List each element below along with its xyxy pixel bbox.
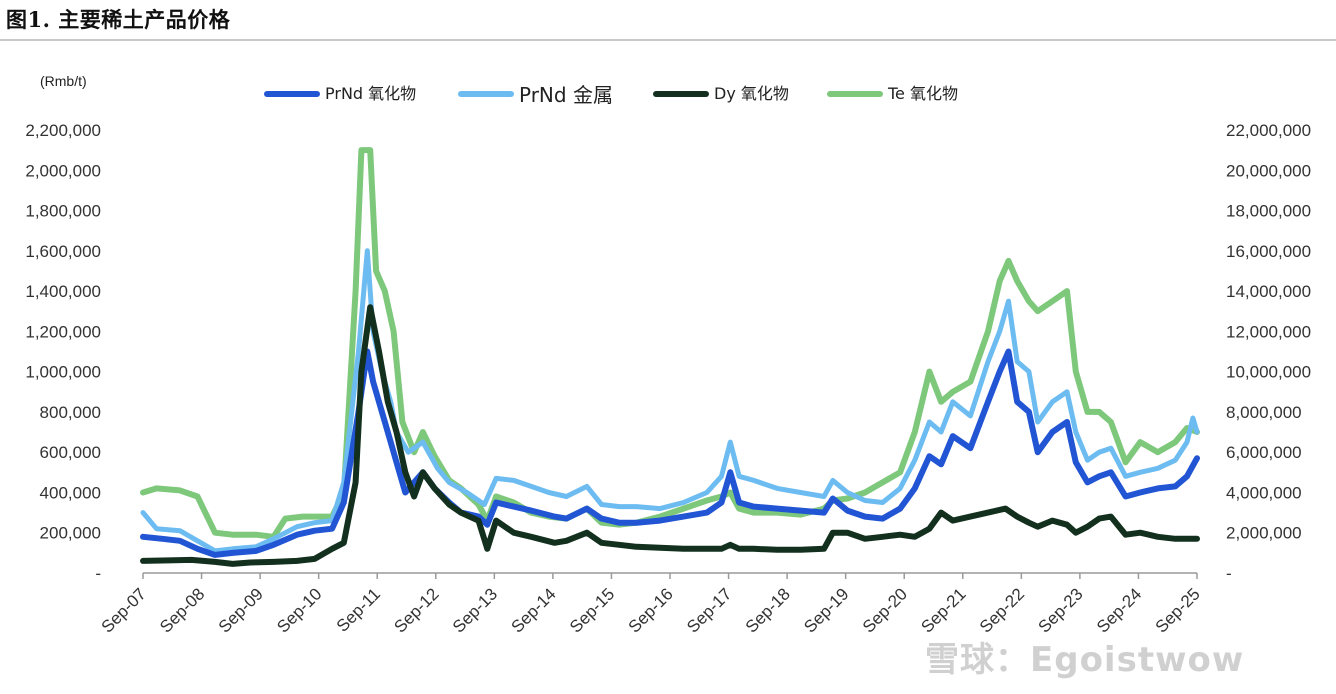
x-tick-label: Sep-14	[508, 584, 560, 636]
y-right-tick-label: 14,000,000	[1226, 282, 1311, 301]
y-right-tick-label: 16,000,000	[1226, 242, 1311, 261]
legend: PrNd 氧化物 PrNd 金属 Dy 氧化物 Te 氧化物	[264, 83, 958, 107]
x-tick-label: Sep-09	[215, 584, 267, 636]
series-line-1	[140, 248, 1200, 554]
legend-label: Dy 氧化物	[714, 84, 789, 103]
y-left-tick-label: 1,200,000	[25, 322, 101, 341]
x-tick-label: Sep-23	[1035, 584, 1087, 636]
y-left-tick-label: 600,000	[40, 443, 101, 462]
x-tick-label: Sep-24	[1093, 584, 1145, 636]
y-left-tick-label: -	[95, 564, 101, 583]
y-right-tick-label: 8,000,000	[1226, 403, 1302, 422]
y-right-tick-label: 6,000,000	[1226, 443, 1302, 462]
y-left-tick-label: 200,000	[40, 524, 101, 543]
y-right-tick-label: 10,000,000	[1226, 363, 1311, 382]
x-tick-label: Sep-16	[625, 584, 677, 636]
legend-label: PrNd 金属	[519, 83, 613, 107]
y-right-tick-label: 2,000,000	[1226, 524, 1302, 543]
x-tick-label: Sep-25	[1152, 584, 1204, 636]
y-right-tick-label: -	[1226, 564, 1232, 583]
y-left-tick-label: 1,000,000	[25, 363, 101, 382]
y-right-tick-label: 18,000,000	[1226, 202, 1311, 221]
x-tick-label: Sep-19	[800, 584, 852, 636]
unit-label: (Rmb/t)	[40, 73, 87, 89]
y-left-tick-label: 1,400,000	[25, 282, 101, 301]
x-tick-label: Sep-13	[449, 584, 501, 636]
y-right-tick-label: 4,000,000	[1226, 483, 1302, 502]
y-axis-right: - 2,000,000 4,000,000 6,000,000 8,000,000 10,…	[1226, 121, 1311, 583]
y-left-tick-label: 2,200,000	[25, 121, 101, 140]
y-right-tick-label: 12,000,000	[1226, 322, 1311, 341]
series-line-3	[140, 147, 1200, 540]
series-lines	[140, 147, 1200, 567]
legend-label: PrNd 氧化物	[325, 84, 416, 103]
watermark-text: 雪球：Egoistwow	[925, 640, 1245, 680]
x-tick-label: Sep-22	[976, 584, 1028, 636]
legend-label: Te 氧化物	[887, 84, 958, 103]
x-tick-label: Sep-10	[273, 584, 325, 636]
x-tick-label: Sep-18	[742, 584, 794, 636]
x-tick-label: Sep-08	[156, 584, 208, 636]
y-right-tick-label: 20,000,000	[1226, 161, 1311, 180]
x-tick-label: Sep-12	[390, 584, 442, 636]
x-tick-label: Sep-21	[917, 584, 969, 636]
title-divider	[0, 39, 1336, 41]
y-axis-left: - 200,000 400,000 600,000 800,000 1,000,000 1,…	[25, 121, 101, 583]
x-tick-label: Sep-17	[683, 584, 735, 636]
x-tick-label: Sep-11	[333, 584, 384, 635]
x-tick-label: Sep-20	[859, 584, 911, 636]
y-left-tick-label: 2,000,000	[25, 161, 101, 180]
y-right-tick-label: 22,000,000	[1226, 121, 1311, 140]
x-tick-label: Sep-15	[566, 584, 618, 636]
chart-title: 图1. 主要稀土产品价格	[6, 7, 231, 32]
y-left-tick-label: 400,000	[40, 483, 101, 502]
y-left-tick-label: 800,000	[40, 403, 101, 422]
y-left-tick-label: 1,800,000	[25, 202, 101, 221]
y-left-tick-label: 1,600,000	[25, 242, 101, 261]
x-axis: Sep-07 Sep-08 Sep-09 Sep-10 Sep-11 Sep-12 Sep-…	[98, 572, 1204, 637]
x-tick-label: Sep-07	[98, 584, 150, 636]
series-line-2	[140, 304, 1200, 567]
